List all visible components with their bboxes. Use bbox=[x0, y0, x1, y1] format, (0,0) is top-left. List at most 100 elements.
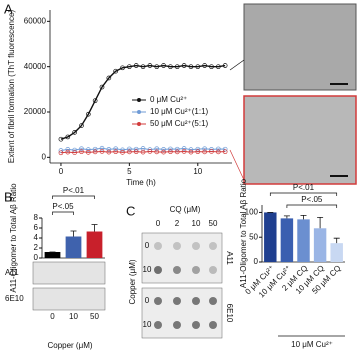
blot-column: 2 bbox=[175, 219, 180, 228]
data-point bbox=[161, 147, 166, 152]
bracket bbox=[52, 211, 74, 215]
data-point bbox=[127, 146, 132, 152]
series-line bbox=[60, 64, 226, 140]
data-point bbox=[113, 68, 119, 74]
data-point bbox=[92, 149, 98, 155]
bar bbox=[280, 218, 294, 262]
data-point bbox=[147, 149, 153, 154]
data-point bbox=[202, 63, 207, 68]
data-point bbox=[174, 149, 180, 155]
bar bbox=[44, 252, 61, 258]
blot-row: 0 bbox=[145, 241, 150, 250]
error-bar bbox=[333, 237, 340, 244]
blot-dot bbox=[173, 266, 181, 274]
x-tick-label: 0 bbox=[50, 312, 55, 321]
data-point bbox=[72, 130, 77, 135]
legend-label: 0 μM Cu²⁺ bbox=[150, 95, 187, 104]
error-bar bbox=[300, 215, 307, 220]
bracket bbox=[286, 204, 338, 208]
blot-dot bbox=[192, 321, 200, 329]
data-point bbox=[85, 147, 91, 152]
bar bbox=[313, 228, 327, 262]
em-image bbox=[243, 3, 357, 91]
data-point bbox=[202, 149, 207, 155]
data-point bbox=[195, 149, 201, 155]
series-line bbox=[60, 147, 226, 152]
annotation: P<.05 bbox=[52, 202, 74, 211]
series-line bbox=[60, 150, 226, 154]
blot-dot bbox=[173, 321, 181, 329]
data-point bbox=[58, 150, 64, 156]
error-bar bbox=[91, 224, 98, 232]
data-point bbox=[133, 149, 139, 155]
blot-dot bbox=[154, 266, 162, 274]
data-point bbox=[181, 149, 187, 154]
data-point bbox=[65, 149, 71, 155]
blot-column: 10 bbox=[192, 219, 201, 228]
y-axis-label: Extent of fibril formation (ThT fluoresc… bbox=[7, 10, 16, 164]
data-point bbox=[79, 123, 84, 128]
data-point bbox=[215, 149, 221, 155]
data-point bbox=[147, 63, 153, 68]
bar bbox=[86, 231, 103, 258]
data-point bbox=[161, 63, 166, 68]
data-point bbox=[127, 64, 132, 70]
data-point bbox=[202, 146, 207, 152]
y-tick-label: 0 bbox=[42, 152, 47, 161]
data-point bbox=[188, 64, 194, 70]
blot-row: 0 bbox=[145, 296, 150, 305]
em-image bbox=[243, 95, 357, 185]
y-tick-label: 0 bbox=[254, 257, 259, 266]
panel-label: A bbox=[4, 1, 13, 16]
data-point bbox=[92, 98, 98, 104]
connector bbox=[229, 149, 245, 181]
data-point bbox=[65, 147, 71, 152]
blot-label: A11 bbox=[5, 268, 19, 277]
data-point bbox=[65, 134, 71, 140]
data-point bbox=[215, 146, 221, 152]
data-point bbox=[215, 64, 221, 70]
error-bar bbox=[317, 216, 324, 229]
blot-column: 0 bbox=[156, 219, 161, 228]
bracket bbox=[52, 195, 95, 199]
group-label: 10 μM Cu²⁺ bbox=[291, 340, 333, 349]
data-point bbox=[174, 64, 180, 70]
bar bbox=[264, 212, 277, 262]
panel-label: B bbox=[4, 189, 13, 204]
blot-row: 10 bbox=[143, 265, 152, 274]
data-point bbox=[92, 146, 98, 152]
y-tick-label: 100 bbox=[245, 208, 259, 217]
data-point bbox=[140, 146, 146, 151]
x-axis-label: Copper (μM) bbox=[47, 341, 92, 350]
blot-title: CQ (μM) bbox=[170, 205, 201, 214]
blot-dot bbox=[209, 266, 217, 274]
annotation: P<.01 bbox=[293, 183, 315, 192]
legend-label: 50 μM Cu²⁺(5:1) bbox=[150, 119, 209, 128]
legend-marker bbox=[137, 98, 141, 102]
blot-block-label: A11 bbox=[225, 251, 234, 265]
panel-label: C bbox=[126, 203, 135, 218]
y-tick-label: 6 bbox=[34, 223, 39, 232]
blot-ylabel: Copper (μM) bbox=[128, 259, 137, 304]
x-tick-label: 10 bbox=[193, 167, 202, 176]
y-axis-label: A11-Oligomer to Total Aβ Ratio bbox=[239, 178, 248, 288]
data-point bbox=[127, 149, 132, 155]
error-bar bbox=[70, 230, 77, 237]
data-point bbox=[140, 149, 146, 155]
blot-dot bbox=[192, 242, 200, 250]
data-point bbox=[113, 149, 119, 155]
data-point bbox=[113, 146, 119, 152]
blot-dot bbox=[192, 297, 200, 305]
data-point bbox=[79, 146, 84, 152]
y-tick-label: 40000 bbox=[24, 62, 47, 71]
data-point bbox=[154, 149, 160, 155]
connector bbox=[229, 59, 245, 71]
blot-membrane bbox=[141, 232, 223, 284]
y-tick-label: 2 bbox=[34, 243, 39, 252]
y-tick-label: 8 bbox=[34, 213, 39, 222]
data-point bbox=[106, 147, 112, 152]
blot-membrane bbox=[141, 287, 223, 339]
blot-block-label: 6E10 bbox=[225, 304, 234, 323]
bar bbox=[297, 219, 310, 262]
data-point bbox=[168, 149, 173, 155]
